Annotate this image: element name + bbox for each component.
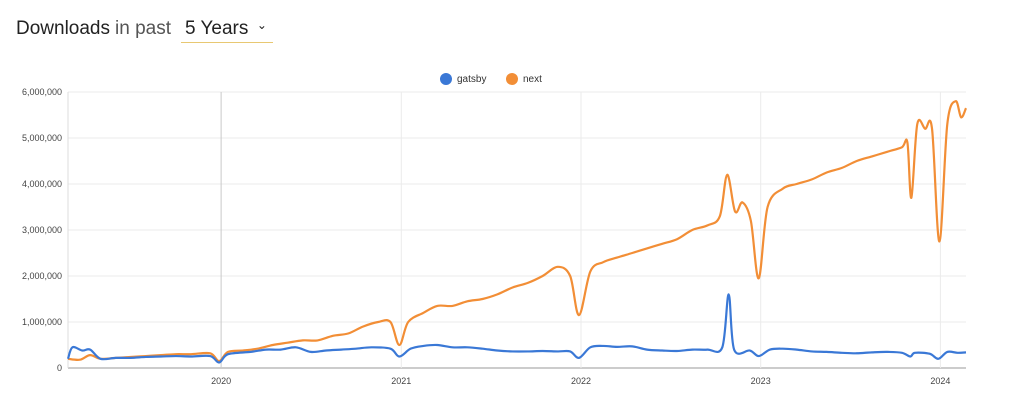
- y-tick-label: 3,000,000: [22, 225, 62, 235]
- period-value: 5 Years: [184, 18, 249, 39]
- header-in-past: in past: [115, 18, 171, 39]
- y-tick-label: 1,000,000: [22, 317, 62, 327]
- series-line-next: [67, 100, 968, 363]
- header-title: Downloads: [16, 18, 110, 39]
- x-tick-label: 2023: [751, 376, 771, 386]
- series-line-gatsby: [66, 293, 967, 364]
- x-tick-label: 2024: [930, 376, 950, 386]
- y-tick-label: 4,000,000: [22, 179, 62, 189]
- legend-marker-next: [506, 73, 518, 85]
- period-select[interactable]: 5 Years ⌄: [180, 18, 273, 43]
- legend-label-gatsby: gatsby: [457, 74, 486, 85]
- downloads-header: Downloads in past 5 Years ⌄: [16, 18, 273, 43]
- x-tick-label: 2021: [391, 376, 411, 386]
- y-tick-label: 6,000,000: [22, 87, 62, 97]
- legend-label-next: next: [523, 74, 542, 85]
- y-tick-label: 0: [57, 363, 62, 373]
- chevron-down-icon: ⌄: [256, 18, 267, 32]
- legend-marker-gatsby: [440, 73, 452, 85]
- y-tick-label: 2,000,000: [22, 271, 62, 281]
- y-tick-label: 5,000,000: [22, 133, 62, 143]
- x-tick-label: 2022: [571, 376, 591, 386]
- x-tick-label: 2020: [211, 376, 231, 386]
